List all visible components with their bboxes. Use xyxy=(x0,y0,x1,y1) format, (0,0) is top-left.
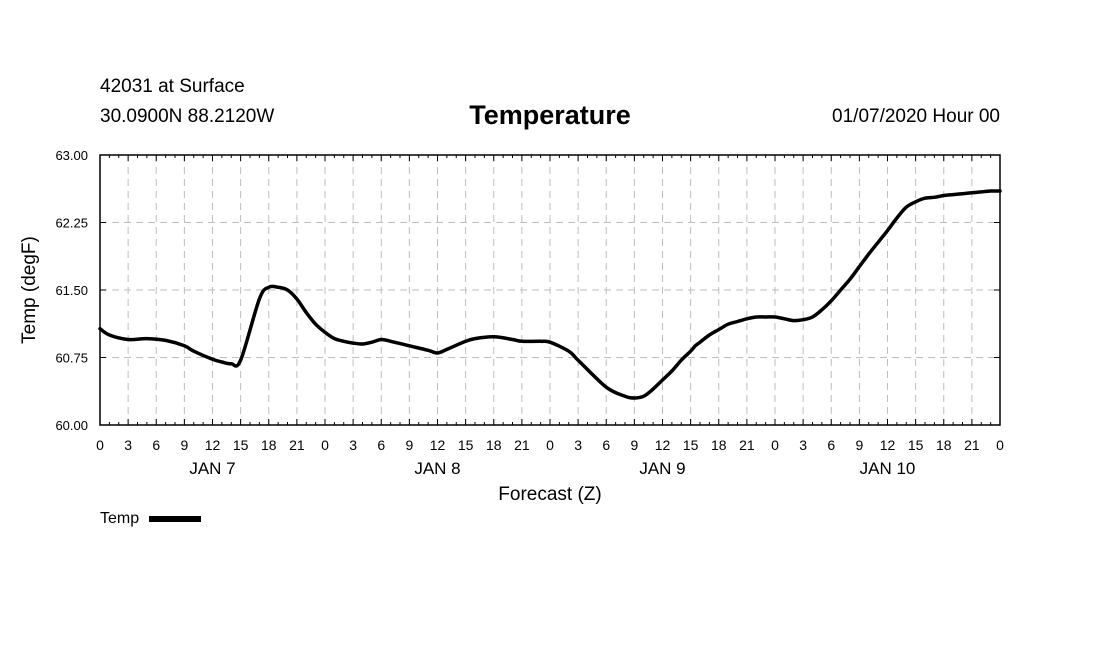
temp-series-line xyxy=(98,189,1002,400)
day-label: JAN 9 xyxy=(639,459,685,478)
x-tick-label: 9 xyxy=(180,437,188,453)
x-tick-label: 6 xyxy=(152,437,160,453)
x-tick-label: 3 xyxy=(574,437,582,453)
x-tick-label: 21 xyxy=(739,437,755,453)
day-label: JAN 10 xyxy=(860,459,916,478)
x-tick-label: 6 xyxy=(377,437,385,453)
day-label: JAN 7 xyxy=(189,459,235,478)
x-tick-label: 21 xyxy=(964,437,980,453)
x-tick-label: 6 xyxy=(827,437,835,453)
y-tick-label: 61.50 xyxy=(55,283,88,298)
x-tick-label: 12 xyxy=(430,437,446,453)
x-tick-label: 9 xyxy=(405,437,413,453)
y-tick-label: 62.25 xyxy=(55,216,88,231)
x-tick-label: 15 xyxy=(908,437,924,453)
x-tick-label: 9 xyxy=(630,437,638,453)
y-tick-label: 60.75 xyxy=(55,351,88,366)
plot-frame xyxy=(99,154,1001,426)
legend-label: Temp xyxy=(100,510,140,527)
x-tick-label: 3 xyxy=(349,437,357,453)
x-axis-title: Forecast (Z) xyxy=(498,484,601,505)
x-tick-label: 15 xyxy=(683,437,699,453)
x-tick-label: 15 xyxy=(458,437,474,453)
x-tick-label: 0 xyxy=(321,437,329,453)
coordinates-label: 30.0900N 88.2120W xyxy=(100,106,275,127)
run-time-label: 01/07/2020 Hour 00 xyxy=(832,106,1000,127)
y-tick-label: 60.00 xyxy=(55,418,88,433)
day-label: JAN 8 xyxy=(414,459,460,478)
x-tick-label: 9 xyxy=(855,437,863,453)
x-tick-label: 21 xyxy=(514,437,530,453)
x-tick-label: 18 xyxy=(486,437,502,453)
y-axis-ticks: 60.00 60.75 61.50 62.25 63.00 xyxy=(55,148,1000,433)
y-axis-title: Temp (degF) xyxy=(19,236,40,344)
x-tick-label: 0 xyxy=(771,437,779,453)
x-tick-label: 0 xyxy=(96,437,104,453)
chart-title: Temperature xyxy=(469,100,631,130)
y-tick-label: 63.00 xyxy=(55,148,88,163)
legend-line-swatch xyxy=(149,516,202,522)
x-tick-label: 0 xyxy=(546,437,554,453)
x-tick-label: 18 xyxy=(261,437,277,453)
x-tick-label: 6 xyxy=(602,437,610,453)
legend: Temp xyxy=(100,510,202,528)
x-tick-label: 12 xyxy=(655,437,671,453)
x-tick-label: 3 xyxy=(124,437,132,453)
x-tick-label: 12 xyxy=(880,437,896,453)
x-tick-label: 21 xyxy=(289,437,305,453)
x-tick-label: 15 xyxy=(233,437,249,453)
x-tick-label: 0 xyxy=(996,437,1004,453)
x-tick-label: 18 xyxy=(711,437,727,453)
x-tick-label: 12 xyxy=(205,437,221,453)
grid xyxy=(100,155,1000,425)
x-tick-label: 18 xyxy=(936,437,952,453)
x-tick-label: 3 xyxy=(799,437,807,453)
station-label: 42031 at Surface xyxy=(100,76,245,97)
